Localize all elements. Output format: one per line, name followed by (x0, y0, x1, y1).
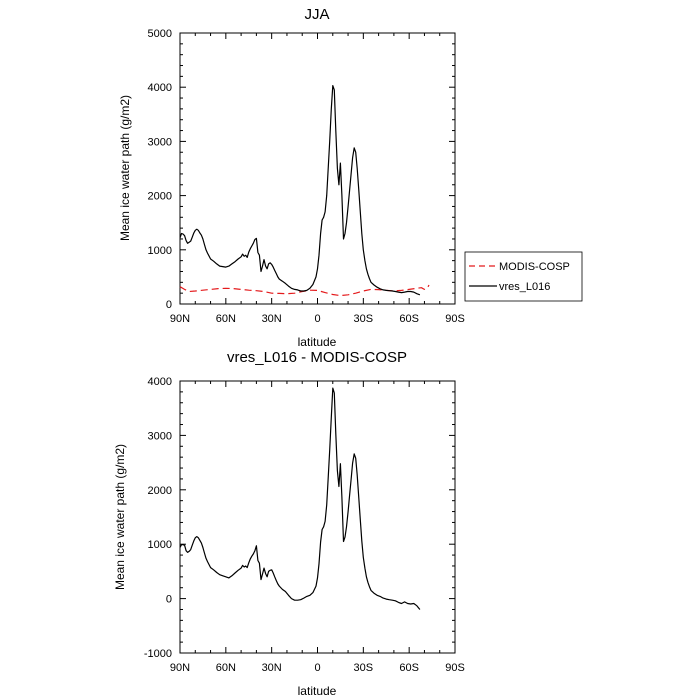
bottom-x-tick-label-90n: 90N (170, 662, 190, 674)
bottom-y-tick-label-4000: 4000 (148, 376, 172, 388)
legend-label-modis-cosp: MODIS-COSP (499, 261, 570, 273)
bottom-y-tick-label-1000: 1000 (148, 539, 172, 551)
bottom-x-tick-label-60n: 60N (216, 662, 236, 674)
top-x-axis-title: latitude (298, 335, 337, 349)
top-y-tick-label-2000: 2000 (148, 191, 172, 203)
top-series-line-vres-l016 (179, 84, 421, 296)
legend: MODIS-COSP vres_L016 (464, 251, 583, 302)
bottom-y-tick-label-2000: 2000 (148, 485, 172, 497)
bottom-x-tick-label-90s: 90S (445, 662, 465, 674)
top-series-line-modis-cosp (179, 284, 430, 297)
top-x-tick-label-90s: 90S (445, 313, 465, 325)
top-y-axis-title: Mean ice water path (g/m2) (118, 95, 132, 241)
top-y-axis: 0 1000 2000 3000 4000 5000 (148, 28, 455, 311)
bottom-y-tick-label-0: 0 (166, 594, 172, 606)
bottom-plot-frame (179, 380, 456, 654)
bottom-chart-panel: vres_L016 - MODIS-COSP 90N 60N 30N 0 30S 60S 9… (113, 349, 465, 698)
bottom-x-tick-label-0: 0 (314, 662, 320, 674)
bottom-x-axis: 90N 60N 30N 0 30S 60S 90S (170, 381, 465, 674)
top-y-tick-label-1000: 1000 (148, 245, 172, 257)
bottom-y-tick-label-3000: 3000 (148, 430, 172, 442)
bottom-y-axis: -1000 0 1000 2000 3000 4000 (144, 376, 455, 660)
top-x-tick-label-30n: 30N (262, 313, 282, 325)
legend-label-vres-l016: vres_L016 (499, 281, 550, 293)
bottom-y-axis-title: Mean ice water path (g/m2) (113, 444, 127, 590)
top-y-tick-label-5000: 5000 (148, 28, 172, 40)
bottom-x-axis-title: latitude (298, 684, 337, 698)
top-x-tick-label-0: 0 (314, 313, 320, 325)
bottom-series-group (179, 387, 421, 610)
top-chart-panel: JJA 90N 60N 30N 0 30S 60S 90S 0 1000 2000 3000 400… (118, 6, 465, 349)
top-series-group (179, 84, 430, 297)
top-x-tick-label-90n: 90N (170, 313, 190, 325)
top-x-tick-label-60n: 60N (216, 313, 236, 325)
bottom-x-tick-label-30s: 30S (354, 662, 374, 674)
legend-box (464, 251, 583, 302)
top-x-axis: 90N 60N 30N 0 30S 60S 90S (170, 33, 465, 325)
bottom-x-tick-label-30n: 30N (262, 662, 282, 674)
top-y-tick-label-3000: 3000 (148, 136, 172, 148)
bottom-series-line-vres-l016-modis-cosp (179, 387, 421, 610)
bottom-chart-title: vres_L016 - MODIS-COSP (227, 349, 407, 366)
top-y-tick-label-4000: 4000 (148, 82, 172, 94)
top-chart-title: JJA (304, 6, 329, 23)
top-x-tick-label-30s: 30S (354, 313, 374, 325)
top-y-tick-label-0: 0 (166, 299, 172, 311)
bottom-y-tick-label-1000: -1000 (144, 648, 172, 660)
bottom-x-tick-label-60s: 60S (399, 662, 419, 674)
top-x-tick-label-60s: 60S (399, 313, 419, 325)
